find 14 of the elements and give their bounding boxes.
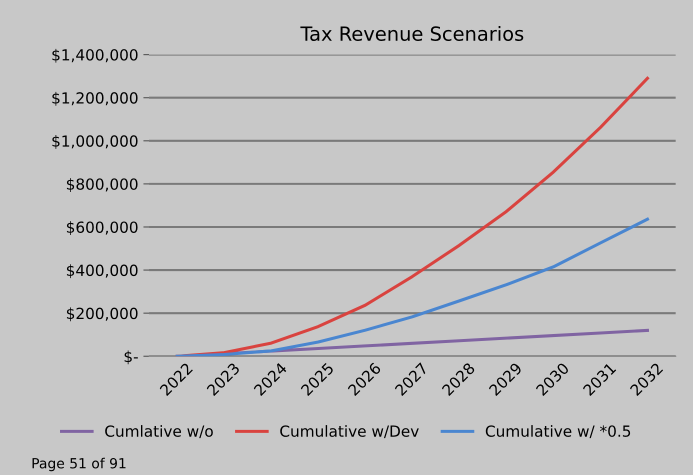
y-tick-label: $800,000 xyxy=(66,178,138,192)
chart-title: Tax Revenue Scenarios xyxy=(300,26,524,42)
y-tick-label: $1,400,000 xyxy=(52,48,138,63)
y-tick-label: $200,000 xyxy=(66,307,138,322)
text: Page 51 of 91 xyxy=(32,458,126,472)
line-series xyxy=(176,218,649,356)
y-tick-label: $600,000 xyxy=(66,221,138,236)
y-tick-label: $1,000,000 xyxy=(52,135,138,149)
legend-label: Cumlative w/o xyxy=(105,425,213,438)
y-tick-label: $1,200,000 xyxy=(52,92,138,106)
y-tick-label: $- xyxy=(124,350,138,364)
legend-label: Cumulative w/ *0.5 xyxy=(486,425,630,438)
legend-label: Cumulative w/Dev xyxy=(280,425,419,438)
y-tick-label: $400,000 xyxy=(66,264,138,278)
